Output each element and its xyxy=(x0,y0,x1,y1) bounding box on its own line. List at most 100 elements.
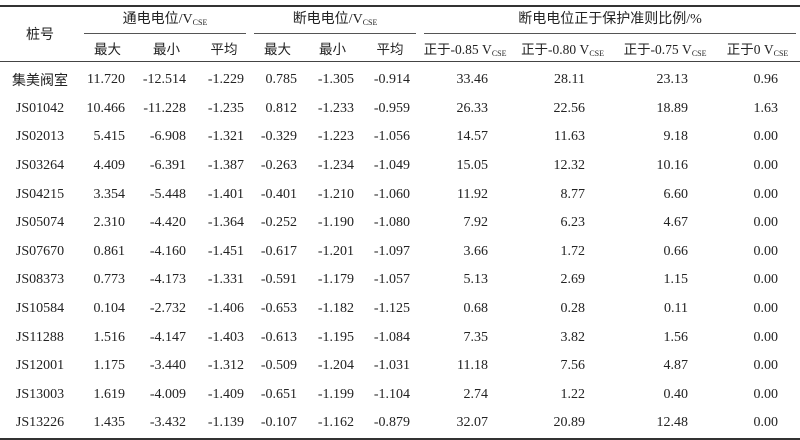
value-cell: 26.33 xyxy=(456,100,489,116)
value-cell: -0.651 xyxy=(260,386,298,402)
value-cell: -1.401 xyxy=(207,186,245,202)
pile-no-cell: JS13003 xyxy=(15,386,65,402)
value-cell: 0.00 xyxy=(753,158,779,174)
criterion-sub: CSE xyxy=(691,48,707,58)
value-cell: -1.162 xyxy=(317,415,355,431)
value-cell: -4.173 xyxy=(149,272,186,288)
value-cell: 12.32 xyxy=(553,158,586,174)
pile-no-cell: JS05074 xyxy=(15,215,65,231)
value-cell: -0.591 xyxy=(260,272,298,288)
value-cell: 0.861 xyxy=(93,243,126,259)
criterion-sub: CSE xyxy=(773,48,789,58)
table-row: JS13003 1.619 -4.009 -1.409 -0.651 -1.199 -1.1… xyxy=(0,381,800,410)
value-cell: -1.235 xyxy=(207,100,245,116)
pile-no-cell: JS11288 xyxy=(16,329,64,345)
value-cell: 1.63 xyxy=(753,100,779,116)
value-cell: 0.68 xyxy=(463,301,489,317)
value-cell: 28.11 xyxy=(554,72,586,88)
pile-no-cell: JS10584 xyxy=(15,301,65,317)
value-cell: -1.139 xyxy=(207,415,245,431)
criterion-header: 正于0 VCSE xyxy=(715,34,800,62)
value-cell: -1.321 xyxy=(207,129,245,145)
value-cell: -1.234 xyxy=(317,158,355,174)
value-cell: -4.160 xyxy=(149,243,186,259)
pile-no-cell: JS04215 xyxy=(15,186,65,202)
table-row: JS12001 1.175 -3.440 -1.312 -0.509 -1.204 -1.0… xyxy=(0,352,800,381)
value-cell: -1.403 xyxy=(207,329,245,345)
value-cell: 1.56 xyxy=(663,329,689,345)
value-cell: 0.00 xyxy=(753,358,779,374)
value-cell: -3.432 xyxy=(149,415,186,431)
value-cell: -11.228 xyxy=(143,100,186,116)
value-cell: 11.720 xyxy=(87,72,125,88)
value-cell: -0.509 xyxy=(260,358,298,374)
criterion-label: 正于-0.85 V xyxy=(423,41,492,57)
value-cell: 12.48 xyxy=(656,415,689,431)
value-cell: 0.00 xyxy=(753,301,779,317)
criterion-label: 正于-0.80 V xyxy=(521,41,590,57)
value-cell: -0.263 xyxy=(260,158,298,174)
value-cell: 0.66 xyxy=(663,243,689,259)
value-cell: -6.391 xyxy=(149,158,186,174)
value-cell: 0.773 xyxy=(93,272,126,288)
value-cell: -0.959 xyxy=(373,100,411,116)
value-cell: -2.732 xyxy=(149,301,186,317)
value-cell: -1.084 xyxy=(373,329,411,345)
pile-no-cell: JS07670 xyxy=(15,243,65,259)
value-cell: -3.440 xyxy=(149,358,186,374)
table-row: JS02013 5.415 -6.908 -1.321 -0.329 -1.223 -1.0… xyxy=(0,123,800,152)
criterion-sub: CSE xyxy=(491,48,507,58)
value-cell: 0.28 xyxy=(560,301,586,317)
value-cell: 0.96 xyxy=(753,72,779,88)
value-cell: 9.18 xyxy=(663,129,689,145)
value-cell: -1.229 xyxy=(207,72,245,88)
pile-no-cell: 集美阀室 xyxy=(12,74,68,90)
off-potential-header: 断电电位/VCSE xyxy=(250,6,420,34)
on-potential-header: 通电电位/VCSE xyxy=(80,6,250,34)
value-cell: 5.13 xyxy=(463,272,489,288)
value-cell: -0.653 xyxy=(260,301,298,317)
off-potential-sub: CSE xyxy=(362,17,378,27)
value-cell: -1.104 xyxy=(373,386,411,402)
value-cell: 11.63 xyxy=(554,129,586,145)
potential-table: 桩号 通电电位/VCSE 断电电位/VCSE 断电电位正于保护准则比例/% 最大… xyxy=(0,5,800,440)
value-cell: -5.448 xyxy=(149,186,186,202)
value-cell: -1.305 xyxy=(317,72,355,88)
pile-no-cell: JS02013 xyxy=(15,129,65,145)
value-cell: 11.92 xyxy=(457,186,489,202)
value-cell: -1.049 xyxy=(373,158,411,174)
value-cell: 0.00 xyxy=(753,129,779,145)
pile-no-cell: JS13226 xyxy=(15,415,65,431)
stat-header: 平均 xyxy=(198,34,251,62)
value-cell: 1.72 xyxy=(560,243,586,259)
ratio-header: 断电电位正于保护准则比例/% xyxy=(420,6,800,34)
stat-header: 平均 xyxy=(360,34,421,62)
value-cell: -1.451 xyxy=(207,243,245,259)
value-cell: -0.914 xyxy=(373,72,411,88)
value-cell: 10.466 xyxy=(86,100,126,116)
value-cell: -0.329 xyxy=(260,129,298,145)
value-cell: -0.107 xyxy=(260,415,298,431)
value-cell: 3.66 xyxy=(463,243,489,259)
value-cell: -0.401 xyxy=(260,186,298,202)
value-cell: 14.57 xyxy=(456,129,489,145)
pile-no-cell: JS01042 xyxy=(15,100,65,116)
stat-header: 最大 xyxy=(80,34,135,62)
pile-no-cell: JS12001 xyxy=(15,358,65,374)
value-cell: 0.40 xyxy=(663,386,689,402)
value-cell: -1.387 xyxy=(207,158,245,174)
value-cell: 15.05 xyxy=(456,158,489,174)
stat-header: 最大 xyxy=(250,34,306,62)
value-cell: 6.23 xyxy=(560,215,586,231)
table-row: 集美阀室 11.720 -12.514 -1.229 0.785 -1.305 -0.914… xyxy=(0,62,800,95)
value-cell: 0.785 xyxy=(265,72,298,88)
value-cell: 10.16 xyxy=(656,158,689,174)
value-cell: -1.406 xyxy=(207,301,245,317)
pile-no-cell: JS03264 xyxy=(15,158,65,174)
group-header-row: 桩号 通电电位/VCSE 断电电位/VCSE 断电电位正于保护准则比例/% xyxy=(0,6,800,62)
value-cell: 7.56 xyxy=(560,358,586,374)
value-cell: -4.420 xyxy=(149,215,186,231)
value-cell: 33.46 xyxy=(456,72,489,88)
on-potential-label: 通电电位/V xyxy=(122,11,193,27)
value-cell: 0.00 xyxy=(753,272,779,288)
